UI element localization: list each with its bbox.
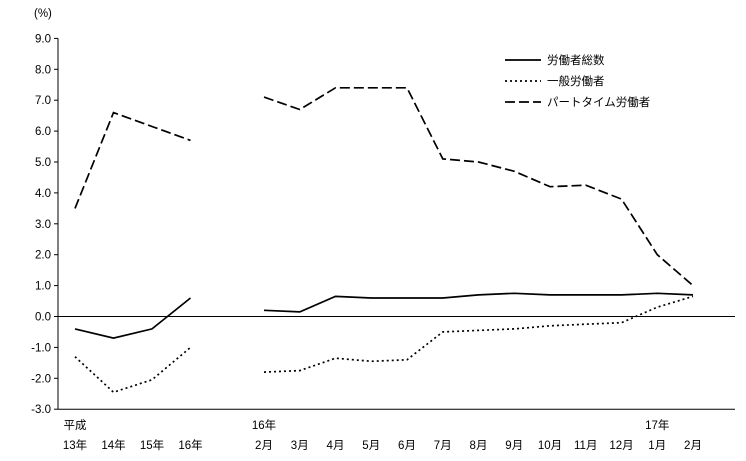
- series-dashed-monthly: [263, 86, 694, 287]
- y-tick-label: 2.0: [35, 250, 51, 262]
- series-dashed-annual: [74, 111, 191, 209]
- x-label-year: 17年: [645, 418, 669, 432]
- x-label-month: 9月: [505, 440, 523, 452]
- y-tick-label: 9.0: [35, 33, 51, 45]
- x-label-annual: 15年: [140, 438, 164, 452]
- y-tick-label: 6.0: [35, 126, 51, 138]
- x-label-month: 6月: [398, 440, 416, 452]
- legend-label: 一般労働者: [547, 74, 605, 88]
- x-label-month: 3月: [291, 440, 309, 452]
- x-label-month: 10月: [538, 440, 562, 452]
- y-tick-label: 5.0: [35, 157, 51, 169]
- series-solid-annual: [74, 297, 192, 339]
- y-tick-label: 3.0: [35, 219, 51, 231]
- series-dotted-annual: [74, 346, 192, 394]
- y-axis-unit-label: (%): [34, 8, 52, 20]
- y-tick-label: 1.0: [35, 281, 51, 293]
- y-tick-label: 8.0: [35, 64, 51, 76]
- x-label-month: 12月: [609, 440, 633, 452]
- x-label-month: 8月: [470, 440, 488, 452]
- x-label-year: 16年: [252, 418, 276, 432]
- x-label-month: 4月: [327, 440, 345, 452]
- series-solid-monthly: [263, 292, 694, 313]
- x-label-month: 1月: [648, 440, 666, 452]
- y-tick-label: -3.0: [31, 404, 51, 416]
- x-label-annual: 16年: [178, 438, 202, 452]
- series-dotted-monthly: [263, 295, 694, 373]
- y-tick-label: -1.0: [31, 342, 51, 354]
- x-label-month: 2月: [684, 440, 702, 452]
- x-label-annual: 13年: [63, 438, 87, 452]
- y-tick-label: -2.0: [31, 373, 51, 385]
- y-tick-label: 7.0: [35, 95, 51, 107]
- x-label-month: 2月: [255, 440, 273, 452]
- x-label-month: 7月: [434, 440, 452, 452]
- x-label-month: 11月: [574, 440, 597, 452]
- y-tick-label: 0.0: [35, 312, 51, 324]
- x-label-month: 5月: [362, 440, 380, 452]
- x-label-annual: 14年: [101, 438, 125, 452]
- legend-label: 労働者総数: [547, 53, 605, 67]
- x-label-era: 平成: [64, 419, 87, 432]
- legend-label: パートタイム労働者: [547, 95, 650, 109]
- y-tick-label: 4.0: [35, 188, 51, 200]
